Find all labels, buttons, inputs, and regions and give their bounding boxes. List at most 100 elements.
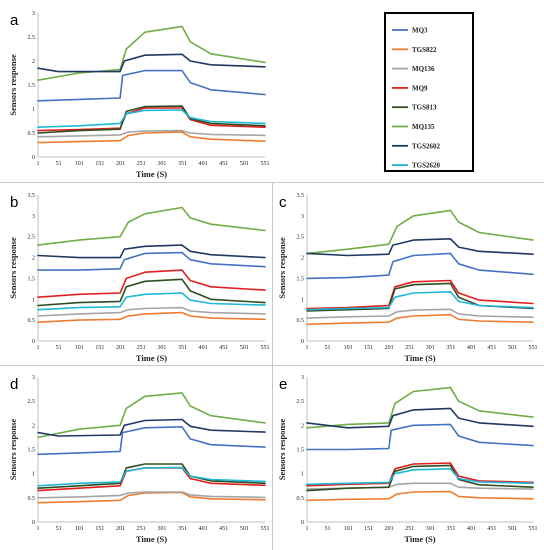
y-tick-label: 0.5 — [297, 496, 305, 502]
x-tick-label: 251 — [137, 345, 146, 351]
x-axis-title: Time (S) — [404, 353, 435, 363]
x-axis-title: Time (S) — [136, 534, 167, 544]
series-line-mq3 — [37, 69, 266, 102]
x-tick-label: 1 — [306, 345, 309, 351]
x-tick-label: 201 — [116, 161, 125, 167]
x-tick-label: 101 — [75, 161, 84, 167]
series-line-tgs2602 — [306, 407, 534, 429]
x-tick-label: 551 — [261, 345, 270, 351]
series-line-mq3 — [37, 425, 266, 456]
series-line-tgs822 — [306, 490, 534, 502]
panel-letter: a — [10, 12, 19, 29]
y-tick-label: 2 — [301, 423, 304, 429]
y-tick-label: 1 — [301, 472, 304, 478]
x-tick-label: 251 — [137, 526, 146, 532]
y-tick-label: 1 — [32, 472, 35, 478]
legend-items: MQ3 TGS822 MQ136 MQ9 TGS813 MQ135 TGS2602 TGS26… — [392, 27, 441, 170]
x-tick-label: 1 — [37, 161, 40, 167]
x-tick-label: 501 — [508, 345, 517, 351]
x-tick-label: 201 — [385, 345, 394, 351]
y-tick-label: 0 — [301, 339, 304, 345]
x-tick-label: 101 — [344, 526, 353, 532]
panel-letter: b — [10, 194, 18, 211]
x-tick-label: 401 — [199, 526, 208, 532]
x-tick-label: 401 — [467, 345, 476, 351]
legend-label-tgs813: TGS813 — [412, 104, 437, 112]
x-tick-label: 301 — [157, 526, 166, 532]
series-line-tgs2620 — [37, 466, 266, 487]
series-line-mq135 — [306, 209, 534, 255]
x-tick-label: 201 — [385, 526, 394, 532]
y-tick-label: 0 — [32, 339, 35, 345]
series-line-mq136 — [37, 129, 266, 138]
legend-label-mq9: MQ9 — [412, 84, 428, 92]
y-tick-label: 0.5 — [297, 318, 305, 324]
x-tick-label: 501 — [240, 526, 249, 532]
x-axis-title: Time (S) — [136, 169, 167, 179]
panel-letter: e — [279, 376, 287, 393]
series-line-tgs2620 — [37, 292, 266, 311]
x-tick-label: 51 — [56, 161, 62, 167]
x-axis-title: Time (S) — [136, 353, 167, 363]
series-line-tgs2602 — [37, 418, 266, 437]
y-tick-label: 3 — [32, 375, 35, 381]
x-tick-label: 451 — [219, 161, 228, 167]
y-tick-label: 3.5 — [28, 193, 36, 199]
y-tick-label: 1 — [32, 107, 35, 113]
panel-letter: d — [10, 376, 18, 393]
y-tick-label: 1 — [301, 297, 304, 303]
y-tick-label: 1.5 — [297, 448, 305, 454]
series-line-mq9 — [37, 467, 266, 492]
x-tick-label: 351 — [178, 161, 187, 167]
y-tick-label: 0.5 — [28, 131, 36, 137]
legend-label-mq135: MQ135 — [412, 123, 435, 131]
x-tick-label: 201 — [116, 526, 125, 532]
x-tick-label: 401 — [467, 526, 476, 532]
x-tick-label: 51 — [325, 345, 331, 351]
x-tick-label: 1 — [37, 345, 40, 351]
series-line-tgs2602 — [37, 53, 266, 73]
y-tick-label: 1.5 — [28, 83, 36, 89]
x-tick-label: 551 — [529, 345, 538, 351]
y-tick-label: 0.5 — [28, 496, 36, 502]
series-line-mq135 — [37, 206, 266, 246]
series-line-mq136 — [306, 308, 534, 319]
panels: 00.511.522.531 51 101 151 201 251 301 351 401 451… — [8, 11, 538, 544]
series-line-tgs813 — [306, 464, 534, 492]
x-tick-label: 251 — [405, 526, 414, 532]
series-line-mq3 — [37, 251, 266, 271]
y-tick-label: 2 — [32, 59, 35, 65]
series-line-mq9 — [306, 279, 534, 310]
legend-label-tgs822: TGS822 — [412, 46, 437, 54]
x-tick-label: 1 — [37, 526, 40, 532]
y-tick-label: 1.5 — [28, 448, 36, 454]
series-line-tgs813 — [37, 463, 266, 490]
panel-d: 00.511.522.531 51 101 151 201 251 301 351 401 451… — [8, 375, 270, 544]
x-tick-label: 301 — [426, 345, 435, 351]
x-tick-label: 301 — [157, 345, 166, 351]
y-tick-label: 2.5 — [297, 399, 305, 405]
series-line-tgs813 — [37, 105, 266, 134]
x-tick-label: 351 — [446, 345, 455, 351]
legend: MQ3 TGS822 MQ136 MQ9 TGS813 MQ135 TGS2602 TGS26… — [384, 12, 474, 172]
x-tick-label: 251 — [137, 161, 146, 167]
series-line-mq9 — [37, 107, 266, 132]
series-line-mq136 — [37, 306, 266, 317]
x-tick-label: 501 — [240, 345, 249, 351]
x-tick-label: 401 — [199, 345, 208, 351]
legend-label-mq136: MQ136 — [412, 65, 435, 73]
legend-label-tgs2602: TGS2602 — [412, 142, 441, 150]
x-tick-label: 301 — [426, 526, 435, 532]
y-tick-label: 0 — [32, 520, 35, 526]
legend-label-tgs2620: TGS2620 — [412, 162, 441, 170]
series-line-tgs2620 — [37, 109, 266, 128]
x-tick-label: 51 — [56, 526, 62, 532]
x-tick-label: 401 — [199, 161, 208, 167]
legend-label-mq3: MQ3 — [412, 27, 428, 35]
x-tick-label: 151 — [95, 526, 104, 532]
y-tick-label: 0 — [32, 155, 35, 161]
y-tick-label: 0.5 — [28, 318, 36, 324]
x-tick-label: 351 — [178, 345, 187, 351]
y-tick-label: 3 — [301, 214, 304, 220]
